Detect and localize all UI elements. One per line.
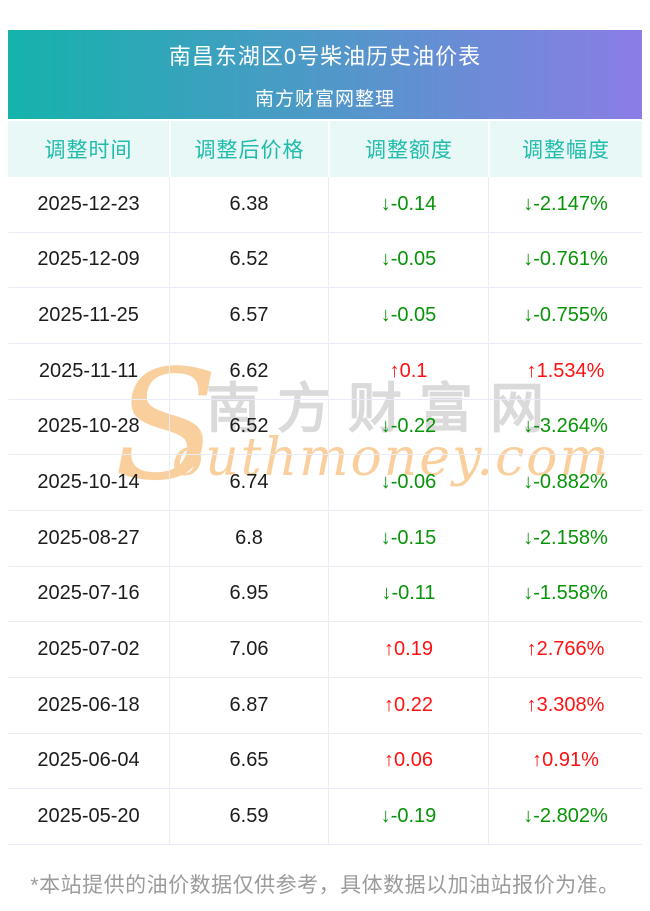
table-body: 2025-12-23 6.38 ↓-0.14 ↓-2.147% 2025-12-09 6.… bbox=[8, 177, 642, 845]
table-row: 2025-10-14 6.74 ↓-0.06 ↓-0.882% bbox=[8, 455, 642, 511]
percent-cell: ↓-0.755% bbox=[488, 288, 642, 343]
percent-cell: ↓-2.147% bbox=[488, 177, 642, 232]
date-cell: 2025-05-20 bbox=[37, 805, 140, 828]
change-cell: ↓-0.22 bbox=[328, 399, 488, 455]
percent-cell: ↑1.534% bbox=[488, 343, 642, 399]
date-cell: 2025-10-28 bbox=[37, 415, 140, 438]
table-row: 2025-11-11 6.62 ↑0.1 ↑1.534% bbox=[8, 343, 642, 400]
date-cell: 2025-10-14 bbox=[37, 471, 140, 494]
percent-cell: ↑2.766% bbox=[488, 622, 642, 677]
change-cell: ↓-0.05 bbox=[328, 288, 488, 343]
date-cell: 2025-07-02 bbox=[37, 638, 140, 661]
change-cell: ↓-0.11 bbox=[328, 566, 488, 622]
page-subtitle: 南方财富网整理 bbox=[254, 88, 395, 110]
percent-cell: ↓-0.761% bbox=[488, 232, 642, 288]
change-cell: ↓-0.19 bbox=[328, 789, 488, 844]
change-cell: ↑0.19 bbox=[328, 622, 488, 677]
header-adjust-amount: 调整额度 bbox=[328, 121, 488, 177]
change-cell: ↓-0.15 bbox=[328, 510, 488, 566]
date-cell: 2025-12-23 bbox=[37, 192, 140, 215]
percent-cell: ↑3.308% bbox=[488, 677, 642, 733]
table-row: 2025-12-09 6.52 ↓-0.05 ↓-0.761% bbox=[8, 232, 642, 289]
price-cell: 6.57 bbox=[169, 288, 328, 343]
percent-cell: ↓-2.802% bbox=[488, 789, 642, 844]
date-cell: 2025-06-04 bbox=[37, 749, 140, 772]
table-row: 2025-08-27 6.8 ↓-0.15 ↓-2.158% bbox=[8, 510, 642, 567]
table-row: 2025-07-16 6.95 ↓-0.11 ↓-1.558% bbox=[8, 566, 642, 623]
change-cell: ↓-0.06 bbox=[328, 455, 488, 510]
table-row: 2025-05-20 6.59 ↓-0.19 ↓-2.802% bbox=[8, 789, 642, 845]
page-title: 南昌东湖区0号柴油历史油价表 bbox=[168, 43, 482, 69]
table-row: 2025-12-23 6.38 ↓-0.14 ↓-2.147% bbox=[8, 177, 642, 233]
change-cell: ↑0.22 bbox=[328, 677, 488, 733]
table-row: 2025-06-18 6.87 ↑0.22 ↑3.308% bbox=[8, 677, 642, 734]
price-cell: 6.95 bbox=[169, 566, 328, 622]
date-cell: 2025-07-16 bbox=[37, 582, 140, 605]
percent-cell: ↓-1.558% bbox=[488, 566, 642, 622]
percent-cell: ↓-2.158% bbox=[488, 510, 642, 566]
date-cell: 2025-11-11 bbox=[38, 359, 139, 382]
header-adjust-percent: 调整幅度 bbox=[488, 121, 642, 177]
date-cell: 2025-11-25 bbox=[38, 304, 139, 327]
table-row: 2025-07-02 7.06 ↑0.19 ↑2.766% bbox=[8, 622, 642, 678]
header-adjust-time: 调整时间 bbox=[44, 139, 133, 162]
price-cell: 7.06 bbox=[169, 622, 328, 677]
price-cell: 6.62 bbox=[169, 343, 328, 399]
percent-cell: ↓-3.264% bbox=[488, 399, 642, 455]
table-row: 2025-11-25 6.57 ↓-0.05 ↓-0.755% bbox=[8, 288, 642, 344]
price-cell: 6.87 bbox=[169, 677, 328, 733]
change-cell: ↓-0.14 bbox=[328, 177, 488, 232]
percent-cell: ↓-0.882% bbox=[488, 455, 642, 510]
table-row: 2025-10-28 6.52 ↓-0.22 ↓-3.264% bbox=[8, 399, 642, 456]
price-cell: 6.59 bbox=[169, 789, 328, 844]
price-cell: 6.38 bbox=[169, 177, 328, 232]
price-cell: 6.74 bbox=[169, 455, 328, 510]
price-cell: 6.8 bbox=[169, 510, 328, 566]
change-cell: ↑0.06 bbox=[328, 733, 488, 789]
disclaimer-note: *本站提供的油价数据仅供参考，具体数据以加油站报价为准。 bbox=[30, 874, 620, 897]
price-cell: 6.52 bbox=[169, 232, 328, 288]
percent-cell: ↑0.91% bbox=[488, 733, 642, 789]
table-row: 2025-06-04 6.65 ↑0.06 ↑0.91% bbox=[8, 733, 642, 790]
date-cell: 2025-06-18 bbox=[37, 693, 140, 716]
change-cell: ↑0.1 bbox=[328, 343, 488, 399]
date-cell: 2025-12-09 bbox=[37, 248, 140, 271]
change-cell: ↓-0.05 bbox=[328, 232, 488, 288]
price-cell: 6.52 bbox=[169, 399, 328, 455]
price-cell: 6.65 bbox=[169, 733, 328, 789]
price-history-table: 调整时间 调整后价格 调整额度 调整幅度 2025-12-23 6.38 ↓-0.1… bbox=[8, 121, 642, 845]
title-banner: 南昌东湖区0号柴油历史油价表 南方财富网整理 bbox=[8, 30, 642, 119]
header-adjusted-price: 调整后价格 bbox=[169, 121, 328, 177]
date-cell: 2025-08-27 bbox=[37, 526, 140, 549]
table-header-row: 调整时间 调整后价格 调整额度 调整幅度 bbox=[8, 121, 642, 177]
